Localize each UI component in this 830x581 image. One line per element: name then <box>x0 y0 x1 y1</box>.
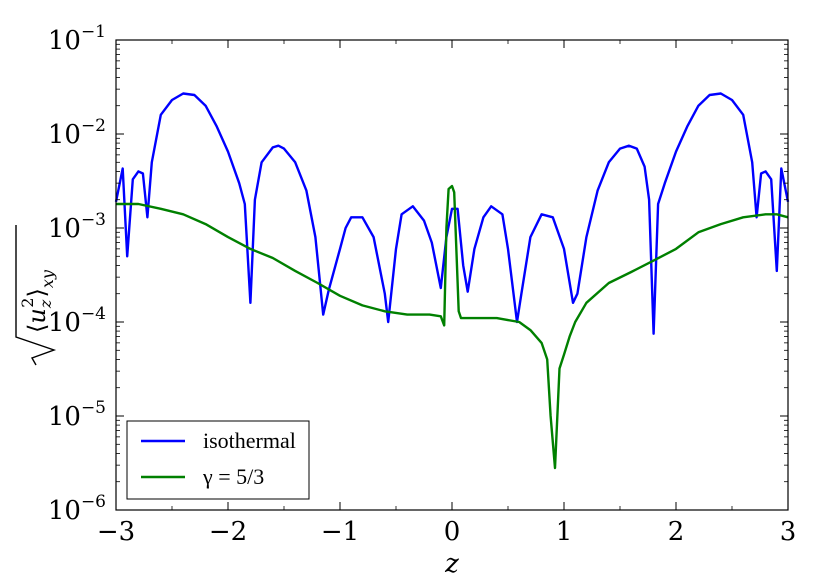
y-tick-label-exponent: −4 <box>81 304 106 324</box>
y-axis-label-mathtext: ⟨uz2⟩xy <box>18 269 57 333</box>
x-tick-label: −3 <box>97 517 135 547</box>
y-tick-label: 10−3 <box>48 210 106 244</box>
x-tick-label: 2 <box>668 517 685 547</box>
y-tick-label-base: 10 <box>48 26 81 56</box>
y-axis-label: ⟨uz2⟩xy <box>15 225 57 366</box>
y-axis-label-sub-xy: xy <box>38 269 57 288</box>
y-tick-label-base: 10 <box>48 308 81 338</box>
y-tick-label: 10−4 <box>48 304 106 338</box>
x-tick-label: −1 <box>321 517 359 547</box>
y-tick-label: 10−5 <box>48 398 106 432</box>
y-tick-label-exponent: −1 <box>81 22 106 42</box>
y-tick-label-base: 10 <box>48 402 81 432</box>
y-axis-label-radical <box>15 225 57 366</box>
y-tick-label: 10−1 <box>48 22 106 56</box>
y-axis-label-sub-z: z <box>36 299 55 309</box>
ticks-layer: −3 −2 −1 0 1 2 310−610−510−410−310−210−1 <box>48 22 796 547</box>
legend: isothermal γ = 5/3 <box>126 420 310 500</box>
series-line-gamma <box>116 184 789 470</box>
x-tick-label: −2 <box>209 517 247 547</box>
y-tick-label-exponent: −3 <box>81 210 106 230</box>
legend-box <box>126 420 310 500</box>
legend-label-gamma: γ = 5/3 <box>202 464 264 489</box>
y-tick-label-base: 10 <box>48 214 81 244</box>
y-tick-label-exponent: −6 <box>81 492 106 512</box>
y-axis-label-bracket-open: ⟨ <box>23 324 51 333</box>
x-axis-label: z <box>444 549 459 579</box>
y-tick-label: 10−6 <box>48 492 106 526</box>
series-layer <box>114 92 790 470</box>
x-tick-label: 3 <box>780 517 797 547</box>
legend-label-isothermal: isothermal <box>203 428 296 453</box>
y-axis-label-bracket-close: ⟩ <box>23 288 51 297</box>
y-tick-label-base: 10 <box>48 120 81 150</box>
y-tick-label: 10−2 <box>48 116 106 150</box>
x-tick-label: 1 <box>556 517 573 547</box>
series-line-isothermal <box>114 92 790 335</box>
y-tick-label-base: 10 <box>48 496 81 526</box>
y-axis-label-u: u <box>23 308 51 323</box>
y-axis-label-sup-2: 2 <box>18 298 37 308</box>
y-tick-label-exponent: −2 <box>81 116 106 136</box>
y-tick-label-exponent: −5 <box>81 398 106 418</box>
x-tick-label: 0 <box>444 517 461 547</box>
